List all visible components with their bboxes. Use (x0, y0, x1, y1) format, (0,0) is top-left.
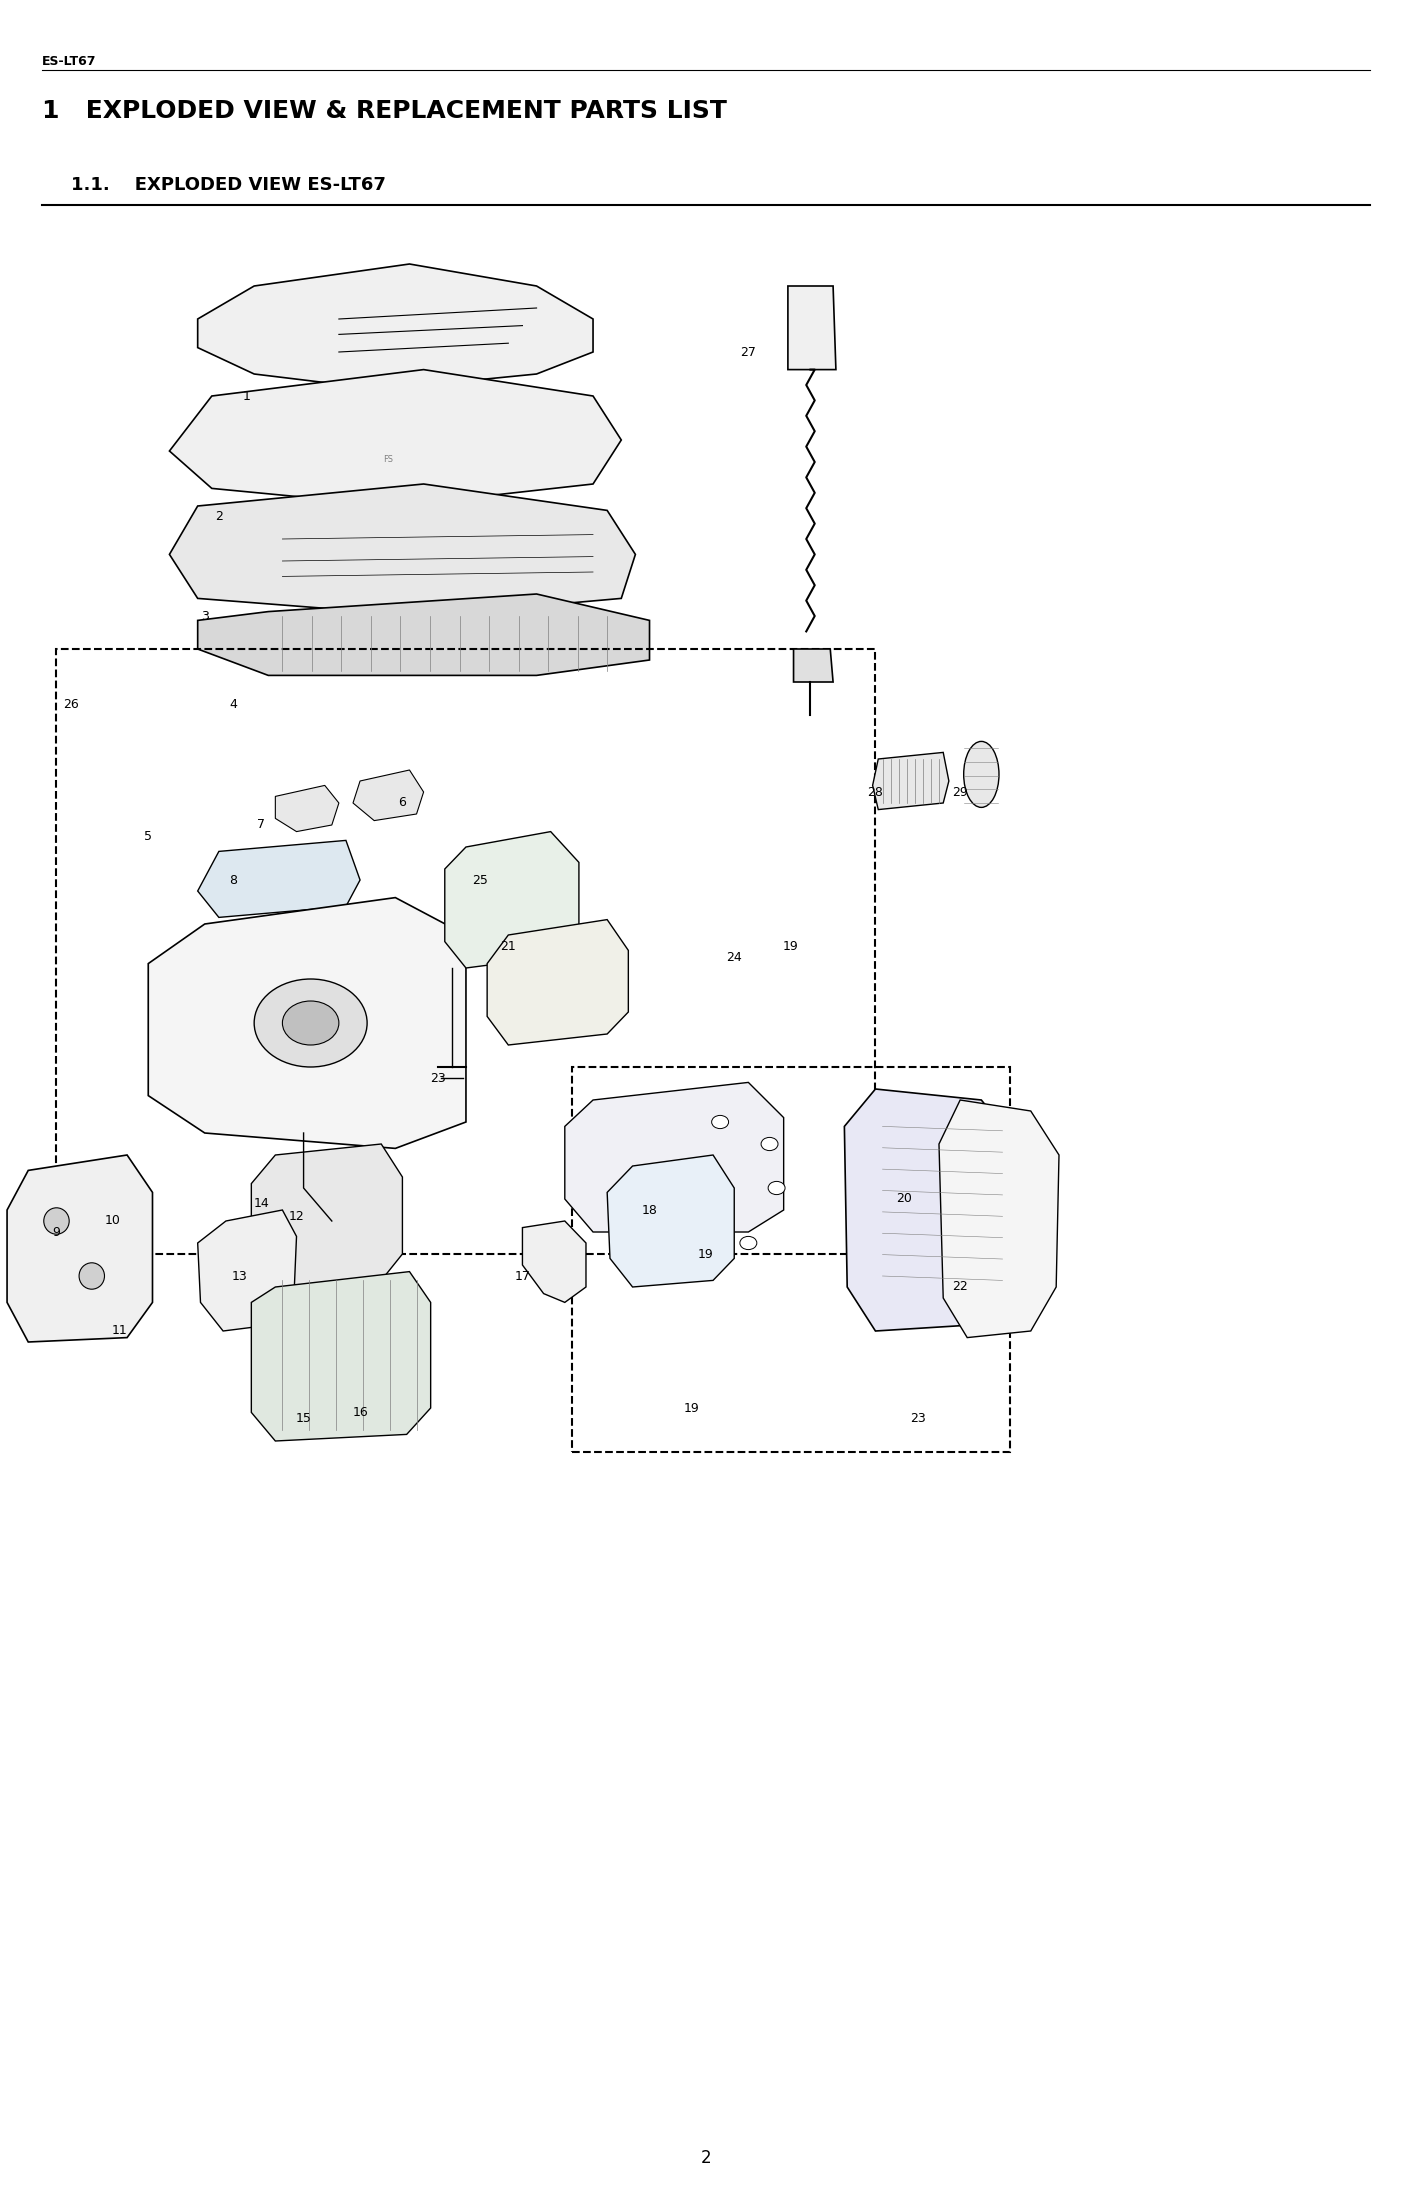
Text: 24: 24 (726, 950, 743, 964)
Polygon shape (198, 840, 360, 917)
Text: 27: 27 (740, 345, 757, 359)
Text: 23: 23 (909, 1412, 926, 1426)
Text: 15: 15 (295, 1412, 312, 1426)
Ellipse shape (761, 1137, 778, 1151)
Ellipse shape (44, 1208, 69, 1234)
Polygon shape (788, 286, 836, 370)
Ellipse shape (254, 979, 367, 1067)
Text: 19: 19 (782, 939, 799, 953)
Ellipse shape (79, 1263, 104, 1289)
Text: 11: 11 (112, 1324, 128, 1338)
Polygon shape (198, 1210, 297, 1331)
Text: 1: 1 (243, 389, 251, 403)
Text: 21: 21 (500, 939, 517, 953)
Text: 19: 19 (683, 1401, 700, 1415)
Text: 14: 14 (253, 1197, 270, 1210)
Text: FS: FS (383, 455, 394, 464)
Text: 22: 22 (952, 1280, 969, 1294)
Polygon shape (565, 1082, 784, 1232)
Ellipse shape (712, 1115, 729, 1129)
Text: 20: 20 (895, 1192, 912, 1206)
Polygon shape (198, 594, 650, 675)
Polygon shape (169, 484, 635, 616)
Text: 10: 10 (104, 1214, 121, 1228)
Polygon shape (251, 1272, 431, 1441)
Ellipse shape (963, 741, 998, 807)
Polygon shape (148, 898, 466, 1148)
Text: 9: 9 (52, 1225, 61, 1239)
Text: ES-LT67: ES-LT67 (42, 55, 97, 68)
Polygon shape (445, 832, 579, 968)
Polygon shape (844, 1089, 1017, 1331)
Polygon shape (353, 770, 424, 821)
Text: 8: 8 (229, 873, 237, 887)
Polygon shape (198, 264, 593, 389)
Text: 1.1.    EXPLODED VIEW ES-LT67: 1.1. EXPLODED VIEW ES-LT67 (71, 176, 385, 194)
Polygon shape (275, 785, 339, 832)
Text: 23: 23 (429, 1071, 446, 1085)
Polygon shape (522, 1221, 586, 1302)
Ellipse shape (768, 1181, 785, 1195)
Polygon shape (7, 1155, 152, 1342)
Text: 6: 6 (398, 796, 407, 810)
Text: 13: 13 (232, 1269, 249, 1283)
Polygon shape (794, 649, 833, 682)
Text: 16: 16 (352, 1406, 369, 1419)
Polygon shape (251, 1144, 402, 1287)
Text: 3: 3 (201, 609, 209, 623)
Text: 29: 29 (952, 785, 969, 799)
Ellipse shape (740, 1236, 757, 1250)
Text: 5: 5 (144, 829, 152, 843)
Text: 25: 25 (472, 873, 489, 887)
Polygon shape (169, 370, 621, 506)
Polygon shape (873, 752, 949, 810)
Text: 2: 2 (700, 2149, 712, 2167)
Text: 7: 7 (257, 818, 265, 832)
Text: 2: 2 (215, 510, 223, 524)
Text: 1   EXPLODED VIEW & REPLACEMENT PARTS LIST: 1 EXPLODED VIEW & REPLACEMENT PARTS LIST (42, 99, 727, 123)
Polygon shape (939, 1100, 1059, 1338)
Text: 18: 18 (641, 1203, 658, 1217)
Ellipse shape (282, 1001, 339, 1045)
Text: 4: 4 (229, 697, 237, 711)
Text: 26: 26 (62, 697, 79, 711)
Text: 17: 17 (514, 1269, 531, 1283)
Text: 19: 19 (698, 1247, 714, 1261)
Text: 12: 12 (288, 1210, 305, 1223)
Polygon shape (607, 1155, 734, 1287)
Text: 28: 28 (867, 785, 884, 799)
Polygon shape (487, 920, 628, 1045)
